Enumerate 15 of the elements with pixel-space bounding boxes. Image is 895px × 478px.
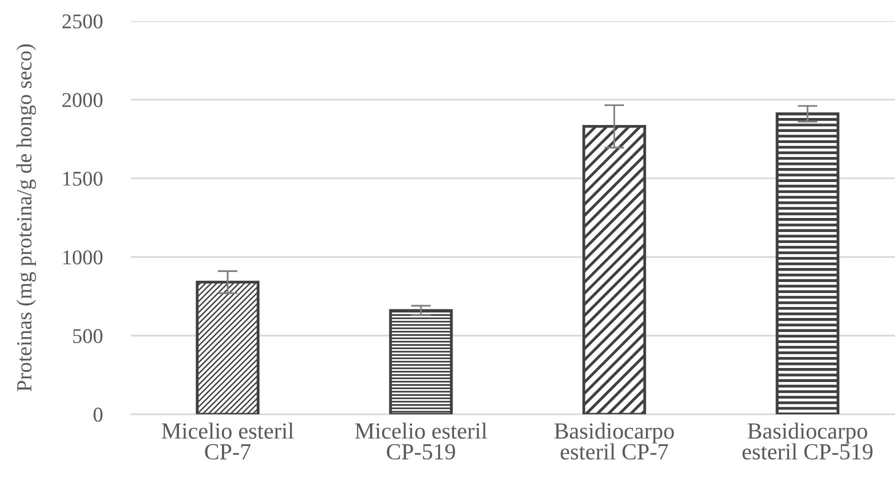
bar bbox=[582, 125, 646, 414]
y-tick-label: 500 bbox=[73, 329, 102, 344]
y-tick-label: 2500 bbox=[62, 14, 102, 28]
x-tick-label: Basidiocarpo esteril CP-519 bbox=[742, 422, 872, 460]
y-tick-label: 2000 bbox=[62, 93, 102, 108]
bar bbox=[196, 280, 260, 414]
x-tick-label: Micelio esteril CP-519 bbox=[355, 422, 487, 460]
bar bbox=[776, 112, 840, 414]
y-tick-label: 1000 bbox=[63, 250, 102, 264]
x-tick-label: Micelio esteril CP-7 bbox=[162, 422, 294, 460]
x-tick-label: Basidiocarpo esteril CP-7 bbox=[554, 422, 674, 460]
y-axis-title: Proteinas (mg proteina/g de hongo seco) bbox=[16, 44, 36, 392]
y-tick-label: 0 bbox=[94, 408, 102, 422]
bar bbox=[389, 309, 453, 414]
y-tick-label: 1500 bbox=[63, 172, 102, 186]
